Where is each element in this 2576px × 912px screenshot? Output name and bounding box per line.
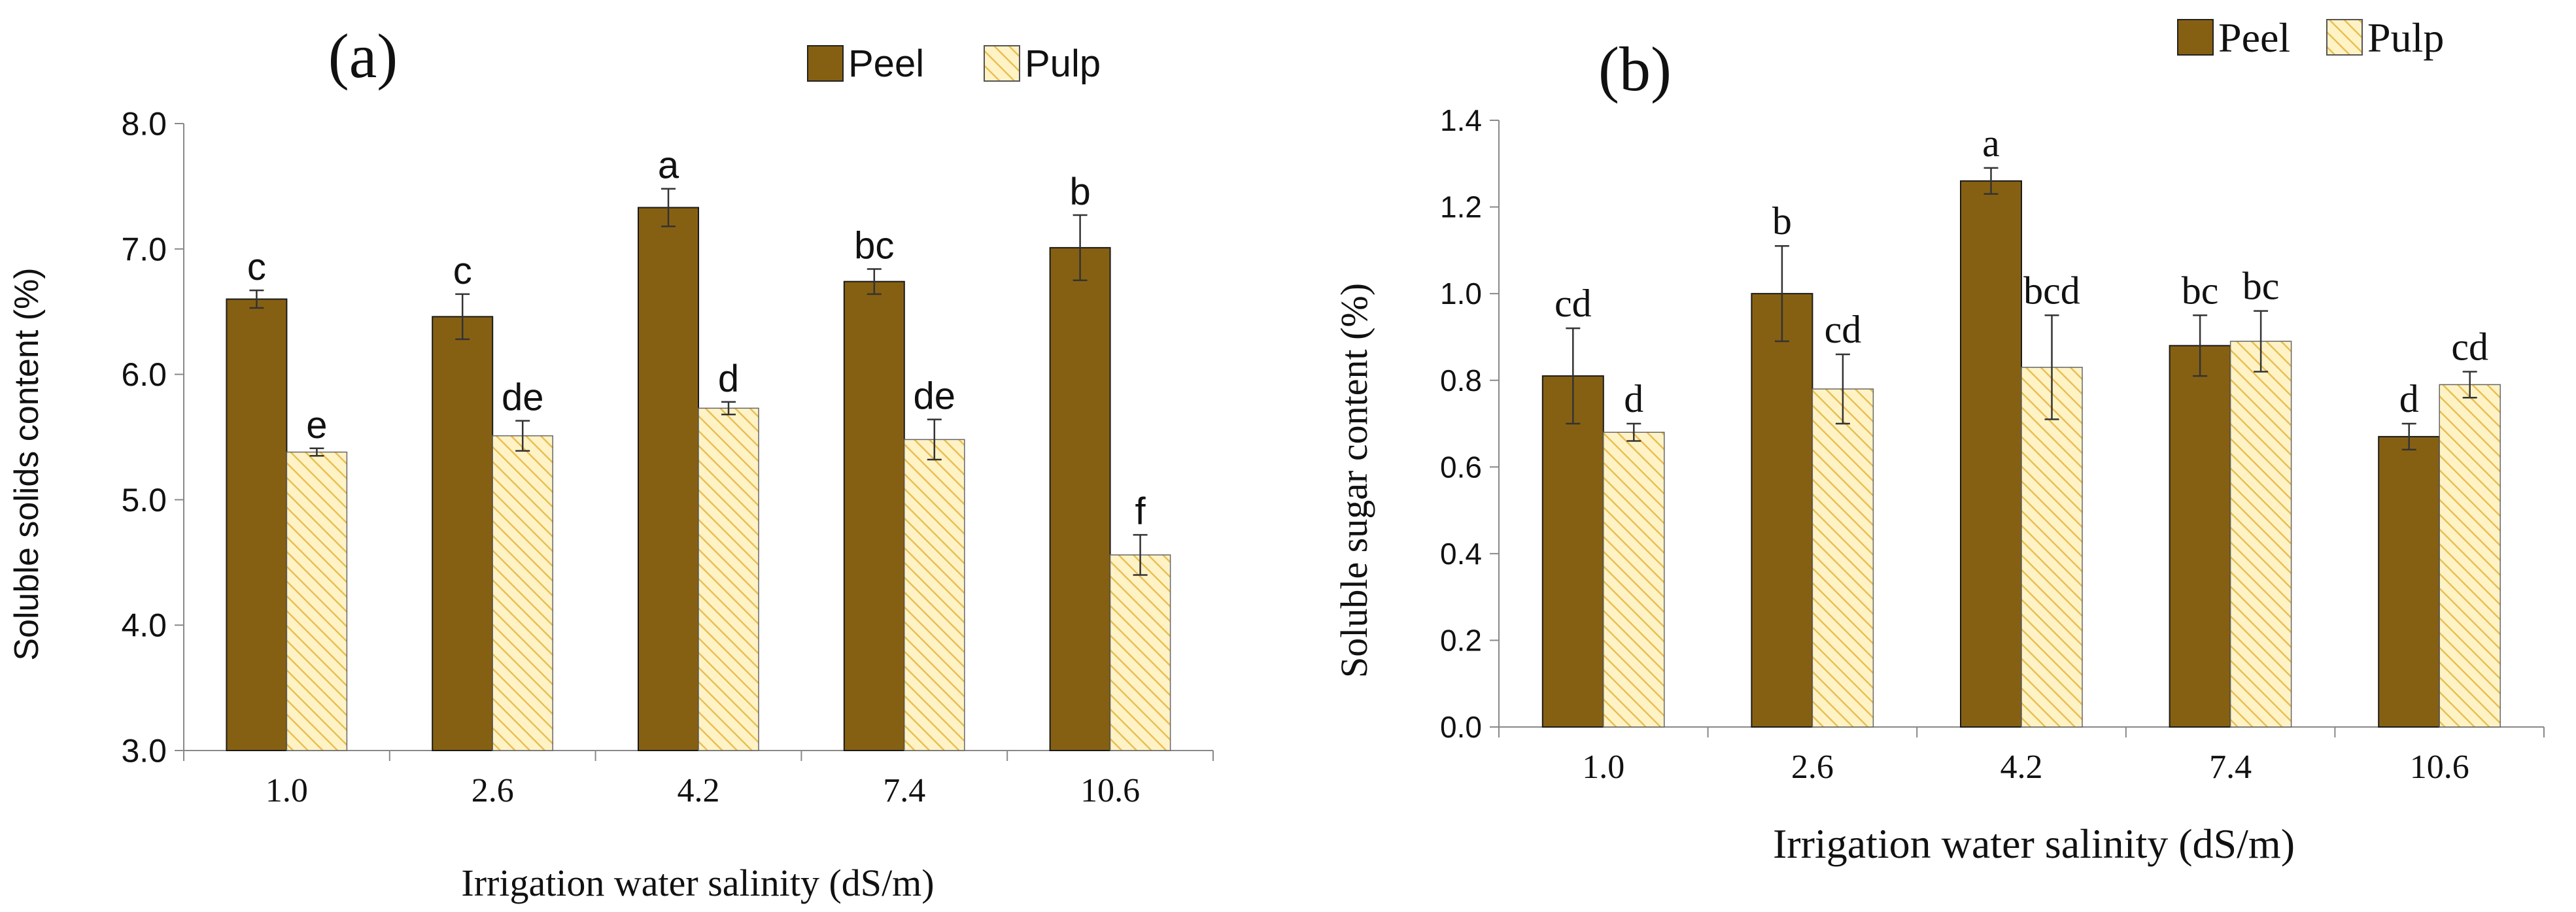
significance-label-pulp-a: de [502,377,544,419]
significance-label-peel-a: a [658,144,679,187]
legend-label-peel-a: Peel [848,42,924,85]
x-axis-label-a: Irrigation water salinity (dS/m) [461,862,934,904]
y-tick-label-a: 6.0 [121,356,167,393]
significance-label-peel-a: c [453,250,472,292]
bar-peel-b [2169,345,2231,728]
y-tick-label-a: 7.0 [121,231,167,267]
legend-swatch-peel-a [807,45,844,82]
y-tick-label-a: 3.0 [121,733,167,769]
significance-label-pulp-a: e [306,404,327,447]
bar-peel-a [432,316,494,751]
x-tick-label-a: 7.4 [883,772,925,809]
significance-label-peel-b: d [2399,377,2419,420]
legend-label-pulp-a: Pulp [1025,42,1101,85]
bar-peel-a [638,207,699,752]
significance-label-pulp-b: cd [2451,325,2488,368]
y-tick-label-b: 0.6 [1440,450,1482,484]
bar-peel-a [226,298,288,751]
bar-pulp-a [1109,554,1171,751]
significance-label-pulp-b: bc [2242,265,2280,308]
bar-pulp-b [1603,431,1665,728]
bar-pulp-b [1812,388,1874,728]
legend-b: Peel Pulp [2177,14,2444,61]
x-tick-label-b: 2.6 [1791,749,1834,786]
x-tick-label-a: 2.6 [472,772,514,809]
legend-swatch-peel-b [2177,19,2214,56]
y-tick-label-b: 0.4 [1440,537,1482,571]
y-axis-label-b: Soluble sugar content (%) [1333,283,1375,678]
y-tick-label-a: 5.0 [121,482,167,518]
x-tick-label-a: 4.2 [678,772,720,809]
bar-pulp-a [286,451,348,751]
significance-label-pulp-b: d [1624,377,1643,420]
x-tick-label-b: 4.2 [2001,749,2043,786]
x-tick-label-b: 1.0 [1582,749,1624,786]
legend-label-pulp-b: Pulp [2367,14,2444,61]
significance-label-peel-b: cd [1554,282,1592,325]
significance-label-peel-a: c [247,246,266,288]
bar-pulp-a [904,439,965,751]
y-tick-label-b: 0.2 [1440,624,1482,658]
bar-peel-b [1541,375,1604,728]
y-tick-label-b: 1.4 [1440,103,1482,137]
bar-peel-b [2378,435,2441,728]
bar-pulp-a [698,407,759,751]
significance-label-peel-a: bc [854,224,894,267]
chart-panel-a: (a) Peel Pulp Soluble solids content (%)… [8,21,1214,904]
significance-label-pulp-a: de [914,375,956,418]
significance-label-peel-b: b [1772,199,1792,243]
y-axis-label-a: Soluble solids content (%) [8,267,46,660]
bar-pulp-b [2229,341,2292,728]
x-axis-label-b: Irrigation water salinity (dS/m) [1773,820,2295,867]
significance-label-peel-a: b [1069,171,1090,213]
significance-label-pulp-b: bcd [2023,269,2080,312]
y-tick-label-b: 1.0 [1440,277,1482,311]
bar-peel-a [1049,246,1111,751]
bar-pulp-a [492,435,553,751]
legend-swatch-pulp-b [2326,19,2363,56]
bar-peel-b [1960,180,2022,728]
x-tick-label-b: 10.6 [2410,749,2469,786]
legend-a: Peel Pulp [807,42,1101,85]
y-tick-label-b: 1.2 [1440,190,1482,224]
x-tick-label-a: 1.0 [266,772,308,809]
y-tick-label-a: 8.0 [121,106,167,143]
x-tick-label-a: 10.6 [1080,772,1140,809]
panel-label-a: (a) [328,21,398,91]
significance-label-pulp-a: f [1135,490,1146,533]
bar-pulp-b [2021,367,2083,728]
y-tick-label-a: 4.0 [121,607,167,644]
bar-peel-b [1751,293,1813,728]
x-tick-label-b: 7.4 [2209,749,2252,786]
chart-panel-b: (b) Peel Pulp Soluble sugar content (%) … [1333,14,2545,867]
bar-peel-a [843,280,905,751]
legend-swatch-pulp-a [984,45,1020,82]
significance-label-pulp-b: cd [1825,308,1862,351]
y-tick-label-b: 0.0 [1440,710,1482,744]
panel-label-b: (b) [1598,34,1672,104]
y-tick-label-b: 0.8 [1440,363,1482,397]
significance-label-peel-b: bc [2182,269,2219,312]
significance-label-pulp-a: d [718,358,739,400]
legend-label-peel-b: Peel [2218,14,2290,61]
bar-pulp-b [2439,384,2501,728]
significance-label-peel-b: a [1982,122,2000,165]
